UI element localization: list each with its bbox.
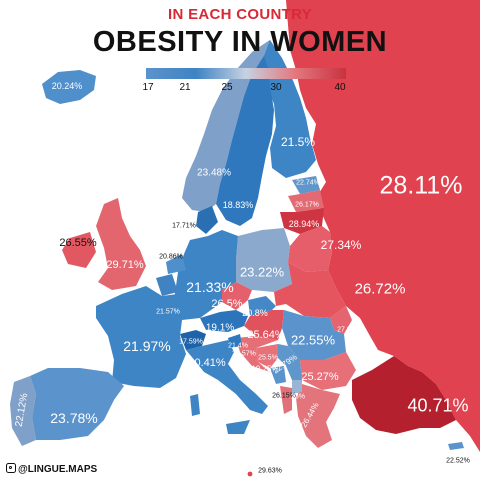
label-finland: 21.5%	[280, 135, 316, 149]
label-belarus: 27.34%	[320, 238, 362, 252]
country-switzerland[interactable]	[180, 330, 206, 350]
label-ireland: 26.55%	[59, 237, 97, 249]
country-ireland[interactable]	[62, 232, 96, 268]
country-estonia[interactable]	[292, 176, 320, 194]
country-austria[interactable]	[200, 310, 248, 332]
country-sweden[interactable]	[216, 56, 274, 226]
label-spain: 23.78%	[50, 410, 98, 426]
label-iceland: 20.24%	[51, 81, 83, 91]
map-title: OBESITY IN WOMEN	[92, 26, 388, 58]
label-montenegro: 19.25%	[251, 364, 279, 374]
country-italy[interactable]	[186, 340, 268, 414]
label-switzerland: 17.59%	[179, 338, 203, 346]
credit-text: @LINGUE.MAPS	[18, 464, 98, 475]
country-slovenia[interactable]	[228, 334, 242, 348]
country-belgium[interactable]	[156, 274, 178, 296]
label-italy: 20.41%	[188, 357, 226, 369]
legend-tick: 17	[142, 82, 154, 93]
label-romania: 22.55%	[290, 332, 336, 348]
label-netherlands: 20.86%	[159, 253, 183, 261]
label-cyprus: 22.52%	[446, 457, 470, 465]
country-bosnia[interactable]	[256, 344, 278, 368]
label-slovakia: 20.8%	[242, 308, 268, 318]
legend-tick: 30	[270, 82, 282, 93]
color-scale-bar	[146, 68, 346, 79]
instagram-icon	[6, 463, 16, 473]
label-macedonia: 23%	[290, 393, 306, 401]
country-croatia[interactable]	[236, 336, 278, 372]
country-belarus[interactable]	[288, 226, 332, 272]
label-france: 21.97%	[123, 338, 171, 354]
label-czechia: 26.5%	[211, 298, 243, 310]
country-norway[interactable]	[182, 40, 270, 212]
label-russia: 28.11%	[379, 171, 463, 200]
country-iceland[interactable]	[42, 70, 96, 104]
label-germany: 21.33%	[186, 279, 234, 295]
label-belgium: 21.57%	[156, 308, 180, 316]
map-subtitle: IN EACH COUNTRY	[168, 6, 312, 23]
country-denmark[interactable]	[196, 206, 218, 234]
country-czechia[interactable]	[222, 282, 252, 310]
country-turkey[interactable]	[352, 356, 456, 434]
country-russia[interactable]	[286, 0, 480, 452]
country-greece[interactable]	[296, 384, 340, 448]
label-ukraine: 26.72%	[354, 280, 406, 298]
credit: @LINGUE.MAPS	[6, 463, 97, 475]
country-malta[interactable]	[247, 471, 253, 477]
country-portugal[interactable]	[10, 376, 36, 446]
label-latvia: 26.17%	[295, 201, 319, 209]
label-bosnia: 25.5%	[258, 354, 278, 362]
label-moldova: 27.05%	[337, 326, 361, 334]
label-poland: 23.22%	[239, 264, 285, 280]
label-austria: 19.1%	[205, 322, 235, 334]
country-netherlands[interactable]	[166, 254, 186, 274]
label-hungary: 25.64%	[247, 329, 285, 341]
country-italy-sardinia	[190, 394, 200, 416]
country-france[interactable]	[96, 286, 186, 388]
country-latvia[interactable]	[288, 190, 324, 212]
country-slovakia[interactable]	[248, 296, 276, 316]
label-slovenia: 21.4%	[228, 342, 248, 350]
label-croatia: 25.57%	[232, 350, 256, 358]
legend-tick: 25	[221, 82, 233, 93]
label-estonia: 22.74%	[296, 179, 320, 187]
country-bulgaria[interactable]	[300, 352, 356, 390]
label-turkey: 40.71%	[407, 395, 469, 416]
label-denmark: 17.71%	[172, 222, 196, 230]
country-albania[interactable]	[280, 386, 292, 414]
country-hungary[interactable]	[244, 310, 284, 340]
legend-tick: 40	[334, 82, 346, 93]
country-lithuania[interactable]	[280, 208, 324, 234]
country-serbia[interactable]	[278, 344, 302, 380]
country-italy-sicily	[226, 420, 250, 434]
country-romania[interactable]	[282, 310, 346, 360]
label-bulgaria: 25.27%	[301, 371, 339, 383]
label-norway: 23.48%	[197, 167, 231, 179]
legend-tick: 21	[179, 82, 191, 93]
country-spain[interactable]	[30, 368, 124, 440]
country-macedonia[interactable]	[292, 380, 302, 394]
label-malta: 29.63%	[258, 467, 282, 475]
country-germany[interactable]	[174, 230, 238, 320]
country-cyprus[interactable]	[448, 442, 464, 450]
label-albania: 26.15%	[272, 392, 296, 400]
country-moldova[interactable]	[330, 306, 352, 334]
country-uk[interactable]	[96, 198, 146, 290]
country-montenegro[interactable]	[270, 366, 286, 384]
country-poland[interactable]	[236, 228, 292, 292]
country-ukraine[interactable]	[274, 262, 346, 318]
label-lithuania: 28.94%	[288, 219, 320, 229]
label-sweden: 18.83%	[222, 200, 254, 210]
label-uk: 29.71%	[106, 259, 144, 271]
